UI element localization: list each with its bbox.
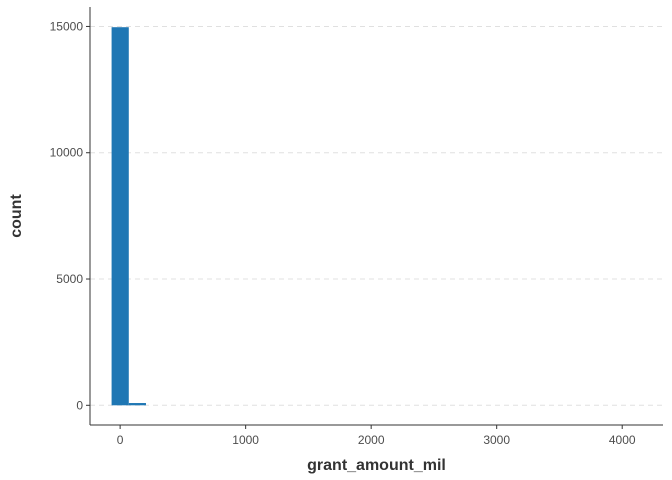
y-tick-label-1: 5000: [56, 272, 83, 286]
x-tick-label-4: 4000: [609, 433, 636, 447]
y-tick-label-0: 0: [76, 398, 83, 412]
gridlines: [90, 25, 663, 406]
histogram-bar-0: [111, 27, 129, 406]
x-tick-label-1: 1000: [232, 433, 259, 447]
y-tick-label-2: 10000: [50, 146, 84, 160]
x-tick-label-0: 0: [117, 433, 124, 447]
y-axis-ticks: 0 5000 10000 15000: [50, 19, 90, 412]
histogram-bars: [111, 27, 146, 406]
x-tick-label-2: 2000: [358, 433, 385, 447]
axes: [89, 7, 663, 426]
y-tick-label-3: 15000: [50, 19, 84, 33]
y-axis-title: count: [8, 194, 25, 238]
histogram-bar-1: [128, 403, 146, 406]
x-axis-title: grant_amount_mil: [307, 457, 446, 474]
x-axis-ticks: 0 1000 2000 3000 4000: [117, 425, 636, 447]
x-tick-label-3: 3000: [483, 433, 510, 447]
